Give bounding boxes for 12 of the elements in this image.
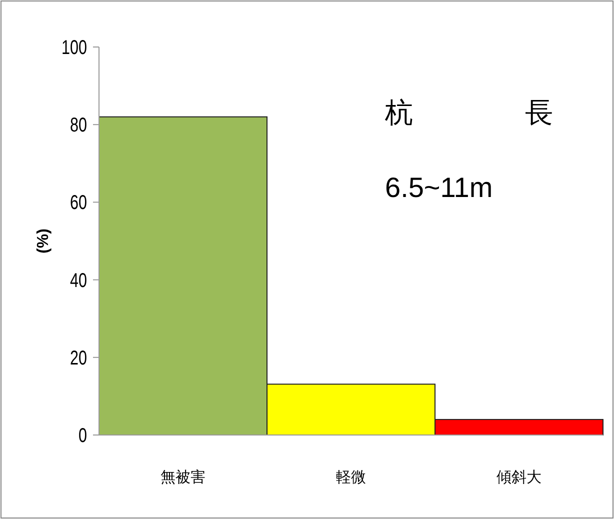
annotation: 杭 長 xyxy=(384,97,553,128)
x-tick-label: 軽微 xyxy=(336,469,366,486)
y-tick-label: 100 xyxy=(62,37,95,59)
x-tick-label: 無被害 xyxy=(160,469,206,486)
y-axis-title: (%) xyxy=(35,228,52,254)
y-tick-label: 60 xyxy=(70,192,92,214)
annotation: 6.5~11m xyxy=(385,172,493,203)
y-tick-label: 0 xyxy=(78,425,90,447)
y-tick-label: 40 xyxy=(70,270,92,292)
x-tick-label: 傾斜大 xyxy=(496,469,542,486)
y-tick-label: 80 xyxy=(70,114,92,137)
y-tick-label: 20 xyxy=(70,347,92,370)
